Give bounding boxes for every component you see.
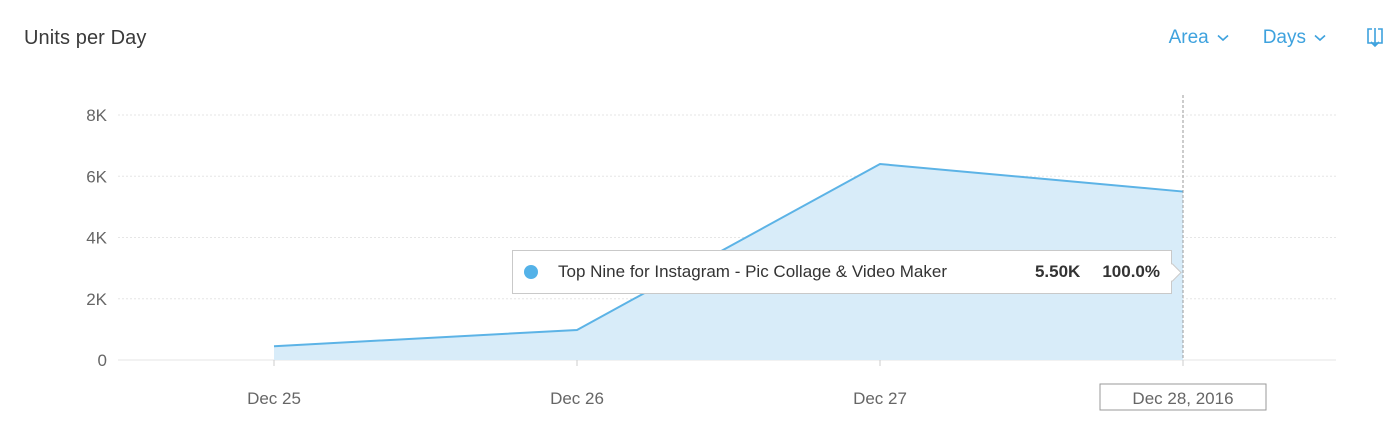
tooltip-percent: 100.0% — [1102, 262, 1160, 281]
chart-type-dropdown[interactable]: Area — [1169, 27, 1229, 49]
y-tick-label: 8K — [86, 106, 107, 125]
tooltip-value: 5.50K — [1034, 262, 1081, 281]
x-tick-label: Dec 25 — [247, 389, 301, 408]
y-tick-label: 0 — [98, 351, 107, 370]
chart-title: Units per Day — [24, 27, 147, 49]
x-tick-label: Dec 26 — [550, 389, 604, 408]
tooltip-series-name: Top Nine for Instagram - Pic Collage & V… — [558, 262, 947, 281]
download-icon[interactable] — [1366, 26, 1384, 50]
x-tick-label: Dec 27 — [853, 389, 907, 408]
x-tick-label: Dec 28, 2016 — [1132, 389, 1233, 408]
period-label: Days — [1262, 27, 1306, 48]
period-dropdown[interactable]: Days — [1263, 27, 1326, 49]
data-tooltip: Top Nine for Instagram - Pic Collage & V… — [512, 250, 1182, 294]
chevron-down-icon — [1217, 34, 1229, 42]
y-tick-label: 2K — [86, 290, 107, 309]
chart-type-label: Area — [1168, 27, 1209, 48]
highlighted-x-label-box — [1099, 383, 1267, 411]
y-tick-label: 4K — [86, 229, 107, 248]
y-tick-label: 6K — [86, 167, 107, 186]
series-color-dot — [524, 265, 538, 279]
chart-controls: Area Days — [1135, 26, 1384, 50]
series-line — [273, 162, 1184, 348]
chevron-down-icon — [1314, 34, 1326, 42]
